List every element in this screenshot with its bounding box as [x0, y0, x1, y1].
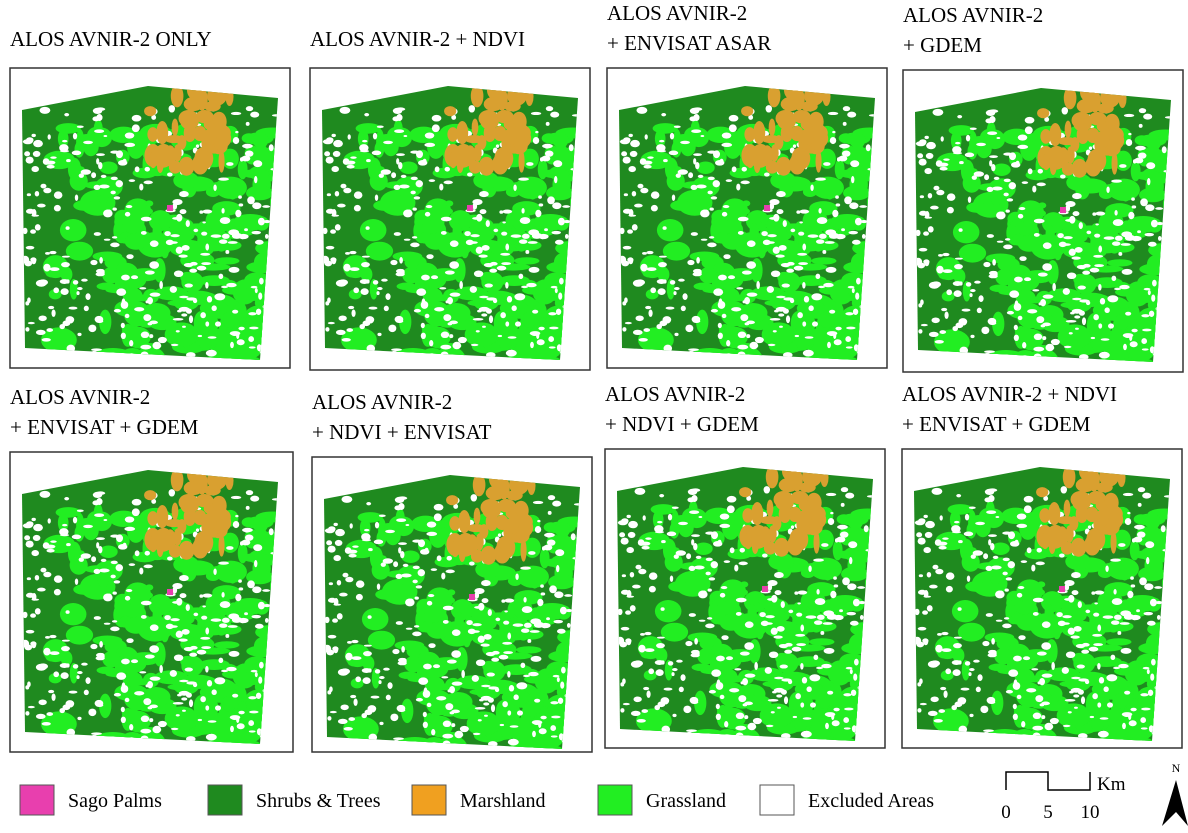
figure: ALOS AVNIR-2 ONLY ALOS AVNIR-2 + NDVI ALOS…: [0, 0, 1188, 828]
scale-bar: [1006, 772, 1090, 790]
panel-title: ALOS AVNIR-2: [312, 390, 452, 414]
north-arrow: [1162, 780, 1188, 826]
legend-label: Sago Palms: [68, 790, 162, 812]
map: [902, 449, 1188, 759]
legend-swatch: [208, 785, 242, 815]
legend-label: Grassland: [646, 790, 726, 812]
panel-title: ALOS AVNIR-2 + NDVI: [310, 27, 525, 51]
north-label: N: [1172, 761, 1181, 775]
map: [605, 449, 896, 759]
panel-title: + ENVISAT + GDEM: [902, 412, 1091, 436]
panel-title: ALOS AVNIR-2: [605, 382, 745, 406]
map: [312, 457, 603, 767]
panel-title: ALOS AVNIR-2: [10, 385, 150, 409]
map: [10, 68, 301, 378]
legend-swatch: [760, 785, 794, 815]
panel-title: + ENVISAT + GDEM: [10, 415, 199, 439]
legend-swatch: [20, 785, 54, 815]
panel-title: + NDVI + ENVISAT: [312, 420, 492, 444]
legend-label: Shrubs & Trees: [256, 790, 381, 812]
map: [10, 452, 301, 762]
panel-title: ALOS AVNIR-2 + NDVI: [902, 382, 1117, 406]
map: [903, 70, 1188, 380]
scale-unit: Km: [1097, 774, 1126, 795]
panel-title: + NDVI + GDEM: [605, 412, 759, 436]
map: [310, 68, 601, 378]
panel-title: ALOS AVNIR-2 ONLY: [10, 27, 212, 51]
map: [607, 68, 898, 378]
scale-label: 5: [1043, 802, 1053, 823]
legend-swatch: [412, 785, 446, 815]
legend-label: Marshland: [460, 790, 546, 812]
panel-title: ALOS AVNIR-2: [903, 3, 1043, 27]
scale-label: 0: [1001, 802, 1011, 823]
legend-swatch: [598, 785, 632, 815]
panel-title: + GDEM: [903, 33, 982, 57]
panel-title: ALOS AVNIR-2: [607, 1, 747, 25]
legend-label: Excluded Areas: [808, 790, 934, 812]
scale-label: 10: [1081, 802, 1100, 823]
panel-title: + ENVISAT ASAR: [607, 31, 771, 55]
